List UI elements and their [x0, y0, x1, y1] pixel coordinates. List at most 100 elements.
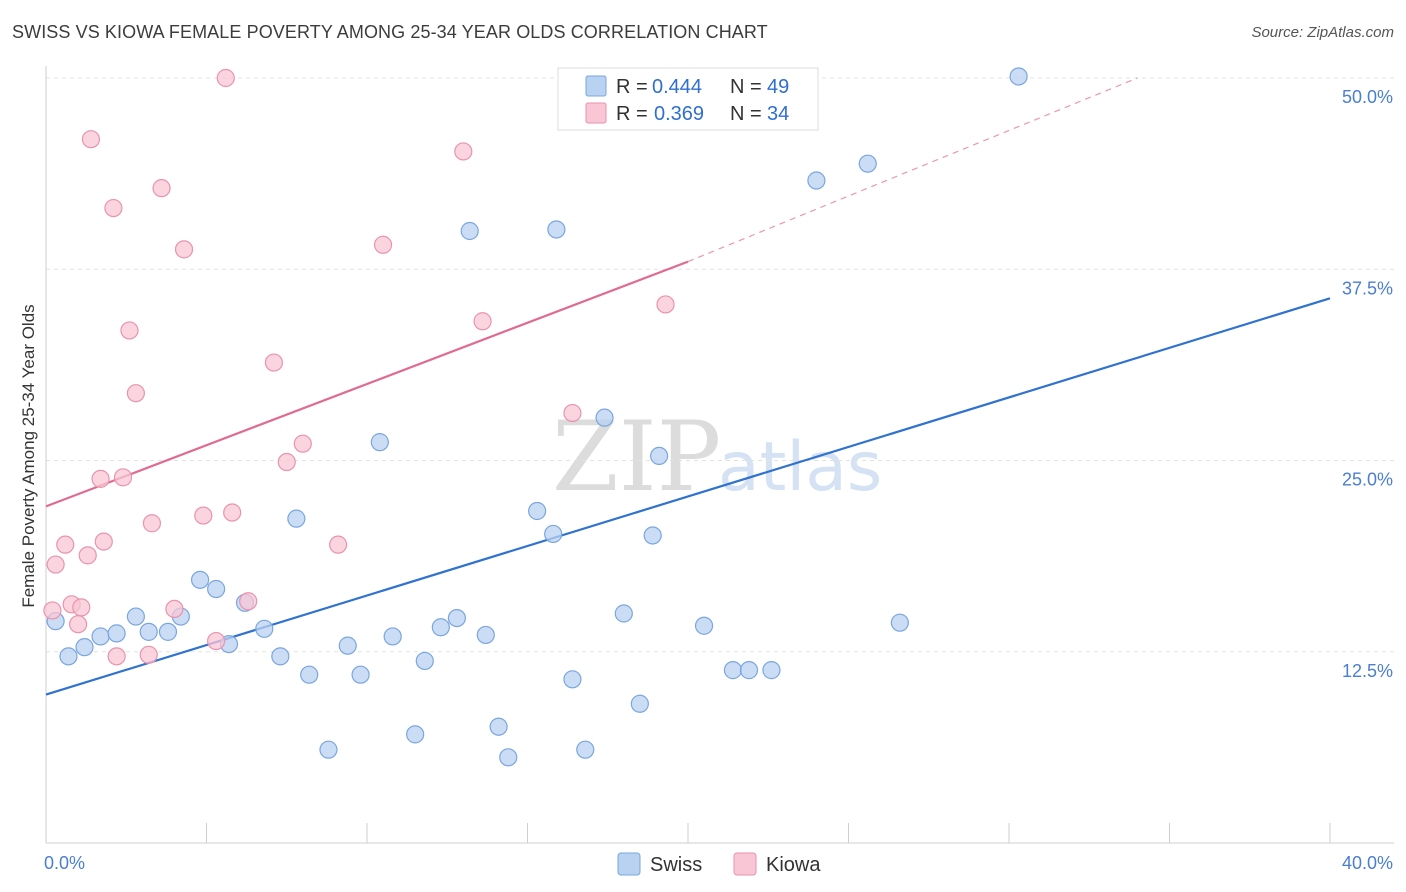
legend-r-value-kiowa: 0.369 — [654, 103, 704, 125]
point-swiss — [630, 694, 649, 713]
point-kiowa — [563, 403, 582, 423]
point-kiowa — [78, 546, 97, 565]
legend-r-label-swiss: R = — [616, 76, 648, 98]
point-kiowa — [142, 514, 162, 533]
bottom-legend-label-swiss: Swiss — [650, 854, 702, 876]
point-swiss — [370, 433, 389, 452]
point-kiowa — [216, 68, 235, 88]
point-kiowa — [120, 321, 139, 340]
point-swiss — [890, 613, 909, 632]
legend-r-label-kiowa: R = — [616, 103, 648, 125]
point-kiowa — [223, 503, 242, 522]
point-swiss — [643, 526, 662, 545]
point-swiss — [107, 624, 126, 643]
legend-r-value-swiss: 0.444 — [652, 76, 702, 98]
point-swiss — [614, 604, 633, 623]
point-swiss — [287, 509, 306, 528]
point-kiowa — [207, 631, 226, 651]
point-swiss — [447, 608, 466, 628]
point-kiowa — [656, 295, 675, 314]
point-kiowa — [43, 601, 62, 620]
point-swiss — [544, 524, 563, 544]
point-swiss — [460, 221, 479, 241]
point-swiss — [158, 622, 178, 641]
point-swiss — [762, 661, 781, 680]
point-swiss — [207, 579, 226, 599]
point-kiowa — [293, 434, 312, 453]
trend-line-kiowa — [45, 260, 689, 508]
point-swiss — [319, 740, 338, 759]
point-swiss — [563, 670, 582, 689]
y-tick-label: 50.0% — [1342, 87, 1393, 107]
point-kiowa — [174, 240, 194, 259]
y-tick-label: 12.5% — [1342, 661, 1393, 681]
point-swiss — [415, 651, 434, 671]
x-tick-label: 40.0% — [1342, 853, 1393, 873]
point-kiowa — [373, 235, 393, 254]
point-kiowa — [139, 645, 158, 664]
point-swiss — [739, 661, 759, 680]
x-tick-label: 0.0% — [44, 853, 85, 873]
point-swiss — [431, 618, 450, 637]
point-kiowa — [329, 535, 348, 554]
bottom-legend-swatch-swiss — [617, 852, 641, 876]
legend-swatch-swiss — [585, 75, 607, 97]
point-swiss — [190, 570, 210, 589]
point-kiowa — [91, 469, 110, 488]
point-swiss — [499, 748, 518, 767]
point-kiowa — [165, 599, 184, 619]
point-kiowa — [46, 555, 65, 574]
point-swiss — [255, 619, 274, 638]
point-kiowa — [107, 647, 126, 666]
point-kiowa — [81, 130, 101, 149]
point-swiss — [489, 717, 508, 736]
legend-n-value-swiss: 49 — [767, 76, 789, 98]
data-points — [43, 67, 1028, 767]
point-kiowa — [454, 142, 473, 161]
point-swiss — [1009, 67, 1028, 86]
legend-n-label-kiowa: N = — [730, 103, 762, 125]
point-swiss — [576, 740, 595, 759]
y-tick-label: 25.0% — [1342, 470, 1393, 490]
point-swiss — [271, 647, 290, 666]
point-swiss — [338, 636, 357, 655]
bottom-legend-swatch-kiowa — [733, 852, 757, 876]
point-swiss — [595, 408, 614, 427]
watermark-atlas: atlas — [718, 428, 882, 507]
legend-n-label-swiss: N = — [730, 76, 762, 98]
source-credit: Source: ZipAtlas.com — [1251, 24, 1394, 41]
axes: 12.5% 25.0% 37.5% 50.0% 0.0% 40.0% — [44, 66, 1394, 873]
point-kiowa — [152, 179, 171, 198]
point-swiss — [300, 665, 319, 684]
legend-swatch-kiowa — [585, 102, 607, 124]
trend-line-swiss — [45, 297, 1331, 696]
point-swiss — [723, 661, 743, 680]
point-swiss — [351, 665, 370, 684]
point-swiss — [528, 501, 547, 521]
point-kiowa — [277, 452, 296, 472]
point-swiss — [858, 154, 877, 173]
point-swiss — [406, 725, 425, 744]
point-swiss — [91, 627, 110, 646]
point-kiowa — [113, 468, 133, 487]
trend-line-kiowa-extension — [687, 77, 1138, 263]
point-swiss — [807, 171, 826, 190]
point-kiowa — [126, 384, 145, 403]
bottom-legend: Swiss Kiowa — [617, 852, 821, 876]
point-kiowa — [239, 592, 258, 611]
point-kiowa — [56, 535, 75, 554]
y-axis-title: Female Poverty Among 25-34 Year Olds — [19, 304, 38, 607]
point-swiss — [694, 616, 714, 635]
point-kiowa — [264, 353, 284, 372]
bottom-legend-label-kiowa: Kiowa — [766, 854, 821, 876]
point-swiss — [59, 647, 78, 666]
y-tick-label: 37.5% — [1342, 278, 1393, 298]
point-kiowa — [68, 615, 88, 634]
point-swiss — [75, 638, 94, 657]
point-kiowa — [72, 598, 91, 617]
point-kiowa — [104, 198, 123, 218]
point-swiss — [383, 627, 402, 646]
point-kiowa — [94, 532, 113, 551]
point-swiss — [126, 607, 145, 626]
